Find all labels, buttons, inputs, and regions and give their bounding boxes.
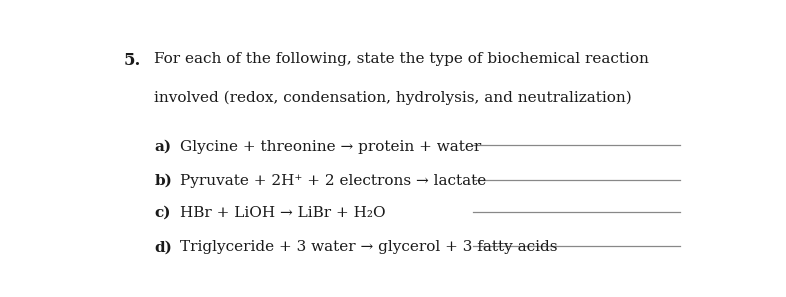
Text: b): b) xyxy=(154,174,172,188)
Text: For each of the following, state the type of biochemical reaction: For each of the following, state the typ… xyxy=(154,52,649,66)
Text: Pyruvate + 2H⁺ + 2 electrons → lactate: Pyruvate + 2H⁺ + 2 electrons → lactate xyxy=(181,174,487,188)
Text: Triglyceride + 3 water → glycerol + 3 fatty acids: Triglyceride + 3 water → glycerol + 3 fa… xyxy=(181,240,558,254)
Text: d): d) xyxy=(154,240,172,254)
Text: a): a) xyxy=(154,140,171,154)
Text: HBr + LiOH → LiBr + H₂O: HBr + LiOH → LiBr + H₂O xyxy=(181,206,386,220)
Text: Glycine + threonine → protein + water: Glycine + threonine → protein + water xyxy=(181,140,482,154)
Text: 5.: 5. xyxy=(124,52,141,69)
Text: c): c) xyxy=(154,206,171,220)
Text: involved (redox, condensation, hydrolysis, and neutralization): involved (redox, condensation, hydrolysi… xyxy=(154,91,632,105)
